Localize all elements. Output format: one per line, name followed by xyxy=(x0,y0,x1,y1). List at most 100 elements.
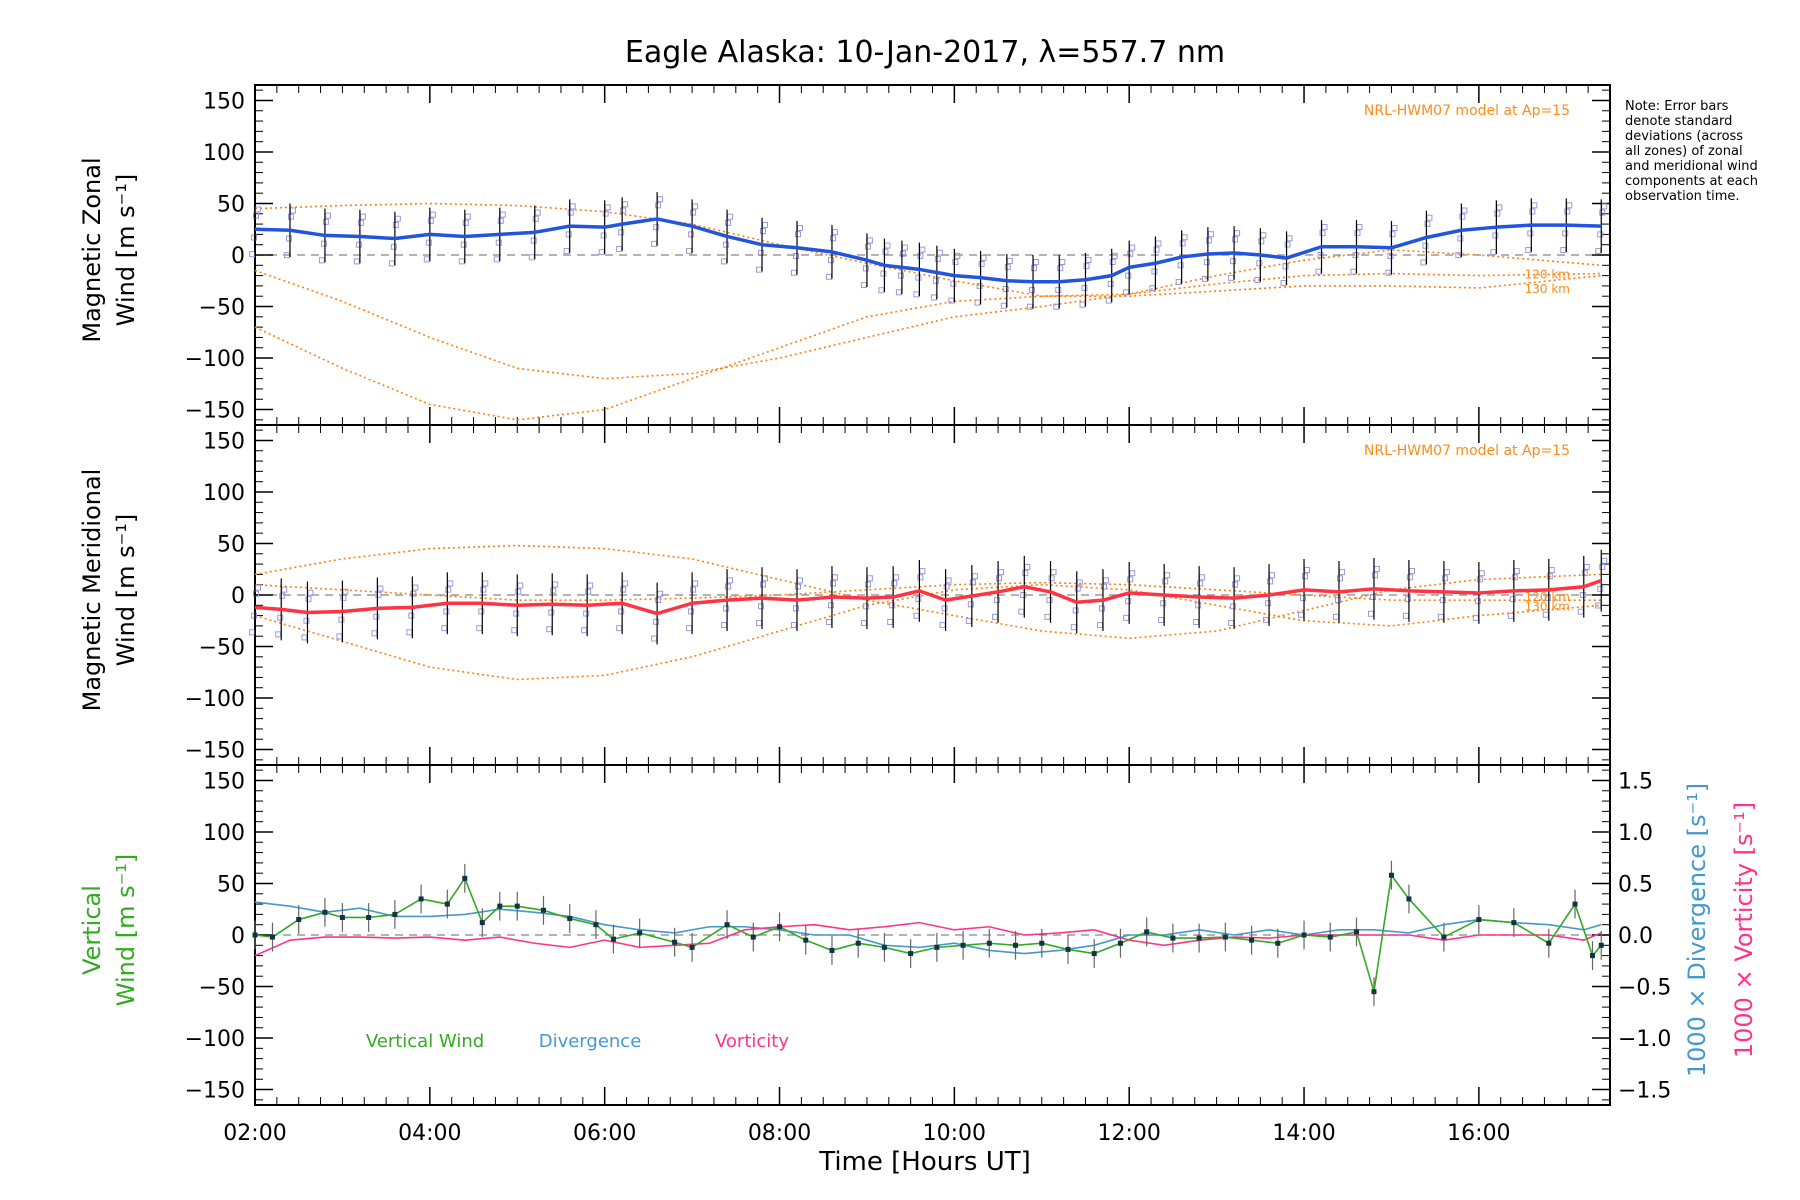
zonal-sample-marker xyxy=(1459,213,1466,220)
zonal-sample-marker xyxy=(899,250,906,257)
vertical-wind-point xyxy=(777,924,783,930)
zonal-sample-marker xyxy=(1177,262,1184,269)
zonal-sample-marker xyxy=(602,210,609,217)
vertical-wind-point xyxy=(1327,934,1333,940)
zonal-wind-panel: 150 100 50 0 −50 −100 −150 NRL-HWM07 model at A… xyxy=(185,84,1611,426)
zonal-sample-marker xyxy=(1527,230,1534,237)
meridional-sample-marker xyxy=(1404,596,1411,603)
zonal-sample-marker xyxy=(1599,209,1606,216)
meridional-sample-marker xyxy=(1098,605,1105,612)
legend-item-vertical-wind: Vertical Wind xyxy=(366,1031,484,1052)
vertical-wind-point xyxy=(392,911,398,917)
meridional-sample-marker xyxy=(1230,603,1237,610)
x-tick-label: 10:00 xyxy=(923,1121,986,1146)
meridional-sample-marker xyxy=(827,602,834,609)
x-tick-label: 04:00 xyxy=(398,1121,461,1146)
vertical-ytick-label: 100 xyxy=(203,821,245,846)
meridional-sample-marker xyxy=(515,588,522,595)
vertical-wind-point xyxy=(479,920,485,926)
meridional-sample-marker xyxy=(725,583,732,590)
zonal-sample-marker xyxy=(827,257,834,264)
zonal-sample-marker xyxy=(497,217,504,224)
meridional-sample-marker xyxy=(915,596,922,603)
zonal-sample-marker xyxy=(462,219,469,226)
zonal-ytick-label: 100 xyxy=(203,141,245,166)
zonal-sample-marker xyxy=(934,255,941,262)
zonal-model-height-label: 130 km xyxy=(1525,282,1570,296)
vertical-ytick-label: −100 xyxy=(185,1027,245,1052)
meridional-sample-marker xyxy=(1597,585,1604,592)
meridional-sample-marker xyxy=(373,613,380,620)
meridional-sample-marker xyxy=(758,603,765,610)
zonal-sample-marker xyxy=(532,215,539,222)
zonal-sample-marker xyxy=(285,235,292,242)
zonal-sample-marker xyxy=(952,259,959,266)
vertical-wind-point xyxy=(829,947,835,953)
legend-item-divergence: Divergence xyxy=(539,1031,642,1052)
meridional-sample-marker xyxy=(1048,575,1055,582)
meridional-sample-marker xyxy=(655,596,662,603)
meridional-ylabel-line2: Wind [m s⁻¹] xyxy=(112,514,140,666)
zonal-sample-marker xyxy=(1179,240,1186,247)
zonal-sample-marker xyxy=(1492,232,1499,239)
vertical-wind-point xyxy=(593,922,599,928)
zonal-sample-marker xyxy=(758,249,765,256)
zonal-ylabel-group: Magnetic Zonal Wind [m s⁻¹] xyxy=(78,157,140,342)
meridional-sample-marker xyxy=(994,597,1001,604)
meridional-model-height-label: 120 km xyxy=(1525,590,1570,604)
meridional-sample-marker xyxy=(583,610,590,617)
zonal-sample-marker xyxy=(1107,280,1114,287)
zonal-sample-marker xyxy=(829,235,836,242)
zonal-ytick-label: −150 xyxy=(185,399,245,424)
vertical-wind-point xyxy=(322,909,328,915)
zonal-sample-marker xyxy=(1057,265,1064,272)
zonal-sample-marker xyxy=(655,202,662,209)
zonal-sample-marker xyxy=(495,239,502,246)
meridional-model-high-curve xyxy=(254,544,1602,640)
zonal-sample-marker xyxy=(1232,236,1239,243)
meridional-sample-marker xyxy=(1439,597,1446,604)
meridional-sample-marker xyxy=(1100,583,1107,590)
meridional-ylabel-line1: Magnetic Meridional xyxy=(78,469,106,712)
vertical-wind-point xyxy=(1476,917,1482,923)
meridional-sample-marker xyxy=(793,605,799,612)
meridional-sample-marker xyxy=(548,609,555,616)
meridional-sample-marker xyxy=(375,591,382,598)
zonal-sample-marker xyxy=(1127,250,1134,257)
meridional-mean-wind-line xyxy=(254,578,1602,616)
zonal-sample-marker xyxy=(1055,287,1062,294)
vertical-wind-point xyxy=(1511,920,1517,926)
vertical-wind-point xyxy=(881,944,887,950)
note-line: Note: Error bars xyxy=(1625,99,1729,114)
vertical-wind-point xyxy=(1590,953,1596,959)
vertical-wind-point xyxy=(1406,896,1412,902)
meridional-sample-marker xyxy=(1544,595,1551,602)
vorticity-line xyxy=(254,921,1602,957)
zonal-sample-marker xyxy=(864,243,871,250)
vertical-wind-point xyxy=(567,916,573,922)
vertical-wind-point xyxy=(540,907,546,913)
vertical-wind-point xyxy=(689,944,695,950)
vertical-wind-point xyxy=(986,940,992,946)
meridional-sample-marker xyxy=(1300,595,1307,602)
meridional-sample-marker xyxy=(478,608,485,615)
zonal-model-height-label: 120 km xyxy=(1525,268,1570,282)
zonal-sample-marker xyxy=(320,240,327,247)
vertical-wind-point xyxy=(1301,932,1307,938)
divergence-y2label: 1000 × Divergence [s⁻¹] xyxy=(1683,783,1711,1077)
vertical-wind-point xyxy=(296,917,302,923)
meridional-sample-marker xyxy=(338,616,345,623)
zonal-sample-marker xyxy=(795,231,801,238)
meridional-sample-marker xyxy=(760,581,767,588)
zonal-ytick-label: −50 xyxy=(199,296,245,321)
vertical-wind-point xyxy=(1065,946,1071,952)
vertical-ylabel-line2: Wind [m s⁻¹] xyxy=(112,854,140,1006)
meridional-sample-marker xyxy=(862,603,869,610)
vertical-ylabel-line1: Vertical xyxy=(78,885,106,975)
meridional-sample-marker xyxy=(1265,600,1272,607)
zonal-sample-marker xyxy=(1125,272,1132,279)
zonal-sample-marker xyxy=(976,282,983,289)
zonal-sample-marker xyxy=(1004,264,1011,271)
meridional-sample-marker xyxy=(1581,570,1588,577)
